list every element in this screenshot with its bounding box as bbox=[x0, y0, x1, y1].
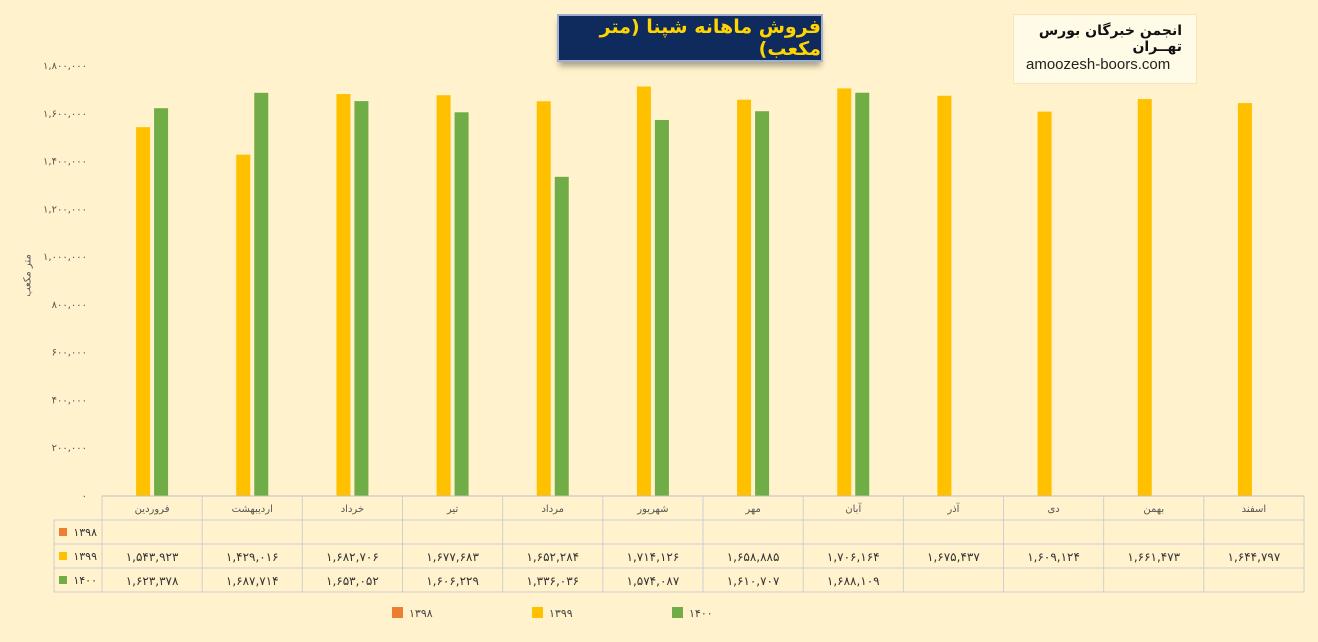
data-label: ۱,۴۲۹,۰۱۶ bbox=[226, 550, 279, 564]
y-tick-label: ۱,۶۰۰,۰۰۰ bbox=[43, 109, 87, 120]
legend-key bbox=[392, 607, 403, 618]
y-tick-label: ۶۰۰,۰۰۰ bbox=[52, 348, 87, 359]
bar bbox=[136, 127, 151, 496]
data-label: ۱,۶۰۶,۲۲۹ bbox=[426, 574, 479, 588]
x-tick-label: تیر bbox=[446, 504, 459, 515]
legend-key bbox=[672, 607, 683, 618]
bar bbox=[755, 111, 770, 496]
y-tick-label: ۱,۰۰۰,۰۰۰ bbox=[43, 252, 87, 263]
data-label: ۱,۶۵۸,۸۸۵ bbox=[727, 550, 780, 564]
x-tick-label: مرداد bbox=[541, 504, 564, 515]
bar bbox=[737, 99, 752, 496]
x-tick-label: خرداد bbox=[341, 504, 364, 515]
bar bbox=[554, 176, 569, 496]
data-label: ۱,۶۱۰,۷۰۷ bbox=[727, 574, 780, 588]
brand-url: amoozesh-boors.com bbox=[1026, 56, 1171, 73]
bar bbox=[336, 94, 351, 496]
table-legend-key bbox=[59, 528, 67, 536]
x-tick-label: اردیبهشت bbox=[232, 504, 273, 515]
legend-label: ۱۴۰۰ bbox=[689, 607, 713, 620]
data-label: ۱,۷۰۶,۱۶۴ bbox=[827, 550, 880, 564]
y-tick-label: ۱,۲۰۰,۰۰۰ bbox=[43, 204, 87, 215]
x-tick-label: اسفند bbox=[1242, 504, 1266, 515]
data-label: ۱,۵۴۳,۹۲۳ bbox=[126, 550, 179, 564]
bar bbox=[154, 108, 169, 497]
data-label: ۱,۵۷۴,۰۸۷ bbox=[627, 574, 680, 588]
x-tick-label: مهر bbox=[744, 504, 760, 515]
chart-title-box: فروش ماهانه شپنا (متر مکعب) bbox=[557, 14, 823, 62]
bar bbox=[1137, 99, 1152, 496]
y-axis-title: متر مکعب bbox=[22, 254, 34, 297]
data-label: ۱,۶۵۲,۲۸۴ bbox=[526, 550, 579, 564]
x-tick-label: آبان bbox=[845, 502, 862, 515]
y-tick-label: ۲۰۰,۰۰۰ bbox=[52, 443, 87, 454]
data-label: ۱,۶۸۸,۱۰۹ bbox=[827, 574, 880, 588]
x-tick-label: آذر bbox=[946, 502, 960, 515]
bar bbox=[454, 112, 469, 497]
y-tick-label: ۴۰۰,۰۰۰ bbox=[52, 395, 87, 406]
x-tick-label: شهریور bbox=[636, 504, 668, 515]
bar bbox=[855, 92, 870, 496]
data-label: ۱,۶۸۲,۷۰۶ bbox=[326, 550, 379, 564]
x-tick-label: فروردین bbox=[135, 504, 170, 515]
data-label: ۱,۶۲۳,۳۷۸ bbox=[126, 574, 179, 588]
table-legend-key bbox=[59, 552, 67, 560]
bar bbox=[1037, 111, 1052, 497]
table-series-name: ۱۴۰۰ bbox=[73, 574, 97, 587]
bar bbox=[254, 92, 269, 496]
bar bbox=[354, 101, 369, 496]
bar bbox=[837, 88, 852, 496]
data-label: ۱,۶۸۷,۷۱۴ bbox=[226, 574, 279, 588]
table-series-name: ۱۳۹۸ bbox=[73, 526, 97, 539]
bar bbox=[436, 95, 451, 497]
x-tick-label: دی bbox=[1047, 504, 1059, 515]
brand-name: انجمن خبرگان بورس تهــران bbox=[1038, 23, 1182, 55]
data-label: ۱,۶۰۹,۱۲۴ bbox=[1027, 550, 1080, 564]
table-series-name: ۱۳۹۹ bbox=[73, 550, 97, 563]
x-tick-label: بهمن bbox=[1143, 504, 1164, 515]
data-label: ۱,۶۵۳,۰۵۲ bbox=[326, 574, 379, 588]
bar bbox=[536, 101, 551, 496]
data-label: ۱,۶۶۱,۴۷۳ bbox=[1127, 550, 1180, 564]
bar bbox=[236, 154, 251, 496]
chart-title: فروش ماهانه شپنا (متر مکعب) bbox=[599, 16, 821, 60]
bar bbox=[1237, 103, 1252, 497]
legend-key bbox=[532, 607, 543, 618]
bar bbox=[937, 95, 952, 496]
brand-box: انجمن خبرگان بورس تهــران amoozesh-boors… bbox=[1013, 14, 1197, 84]
y-tick-label: ۸۰۰,۰۰۰ bbox=[52, 300, 87, 311]
bar bbox=[636, 86, 651, 496]
y-tick-label: ۰ bbox=[82, 491, 87, 502]
legend-label: ۱۳۹۸ bbox=[409, 607, 433, 620]
y-tick-label: ۱,۸۰۰,۰۰۰ bbox=[43, 61, 87, 72]
table-legend-key bbox=[59, 576, 67, 584]
y-tick-label: ۱,۴۰۰,۰۰۰ bbox=[43, 157, 87, 168]
legend-label: ۱۳۹۹ bbox=[549, 607, 573, 620]
bar bbox=[654, 119, 669, 496]
data-label: ۱,۶۴۴,۷۹۷ bbox=[1228, 550, 1281, 564]
data-label: ۱,۷۱۴,۱۲۶ bbox=[627, 550, 680, 564]
data-label: ۱,۶۷۵,۴۳۷ bbox=[927, 550, 980, 564]
data-label: ۱,۶۷۷,۶۸۳ bbox=[426, 550, 479, 564]
data-label: ۱,۳۳۶,۰۳۶ bbox=[526, 574, 579, 588]
